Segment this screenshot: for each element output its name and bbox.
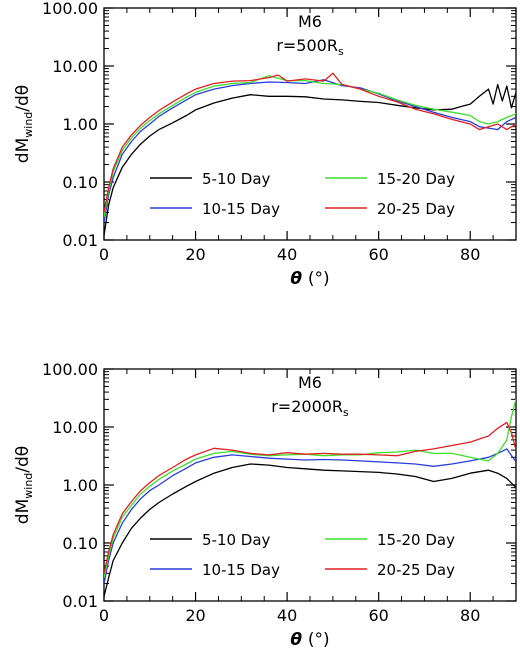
legend-label-4: 20-25 Day (377, 561, 455, 579)
y-tick-label: 100.00 (42, 0, 98, 18)
y-tick-label: 1.00 (62, 115, 98, 134)
chart-panel-2: 0 20 40 60 80 0.01 0.10 1.00 10.00 100.00 M6 r=2000… (13, 360, 517, 650)
legend-label-1: 5-10 Day (202, 170, 271, 188)
y-tick-label: 1.00 (62, 476, 98, 495)
x-tick-label: 0 (99, 245, 109, 264)
y-tick-label: 10.00 (52, 418, 98, 437)
chart-title: M6 (298, 12, 322, 31)
legend-label-3: 15-20 Day (377, 531, 455, 549)
x-tick-label: 20 (185, 606, 205, 625)
y-axis-label: dMwind/dθ (13, 446, 35, 524)
legend-label-4: 20-25 Day (377, 200, 455, 218)
chart-panel-1: 0 20 40 60 80 0.01 0.10 1.00 10.00 100.00 M6 r=500R… (13, 0, 517, 289)
x-axis-label: θ (°) (290, 269, 329, 289)
legend-label-1: 5-10 Day (202, 531, 271, 549)
x-tick-label: 0 (99, 606, 109, 625)
y-axis-label: dMwind/dθ (13, 85, 35, 163)
legend-label-2: 10-15 Day (202, 200, 280, 218)
y-tick-label: 0.10 (62, 173, 98, 192)
y-tick-label: 100.00 (42, 360, 98, 379)
y-tick-label: 0.10 (62, 534, 98, 553)
series-line-2 (104, 448, 516, 584)
x-tick-label: 40 (277, 606, 297, 625)
x-tick-label: 20 (185, 245, 205, 264)
x-tick-label: 60 (368, 245, 388, 264)
legend-label-3: 15-20 Day (377, 170, 455, 188)
series-line-3 (104, 399, 516, 579)
series-line-2 (104, 79, 516, 223)
y-tick-label: 0.01 (62, 231, 98, 250)
x-axis-label: θ (°) (290, 630, 329, 650)
y-tick-label: 0.01 (62, 592, 98, 611)
y-tick-label: 10.00 (52, 57, 98, 76)
chart-subtitle: r=2000Rs (271, 397, 349, 419)
series-line-4 (104, 421, 516, 574)
chart-subtitle: r=500Rs (276, 36, 344, 58)
x-tick-label: 40 (277, 245, 297, 264)
series-line-1 (104, 463, 516, 597)
chart-title: M6 (298, 373, 322, 392)
legend-label-2: 10-15 Day (202, 561, 280, 579)
series-line-1 (104, 83, 516, 236)
x-tick-label: 80 (460, 245, 480, 264)
x-tick-label: 60 (368, 606, 388, 625)
series-line-4 (104, 72, 516, 213)
x-tick-label: 80 (460, 606, 480, 625)
